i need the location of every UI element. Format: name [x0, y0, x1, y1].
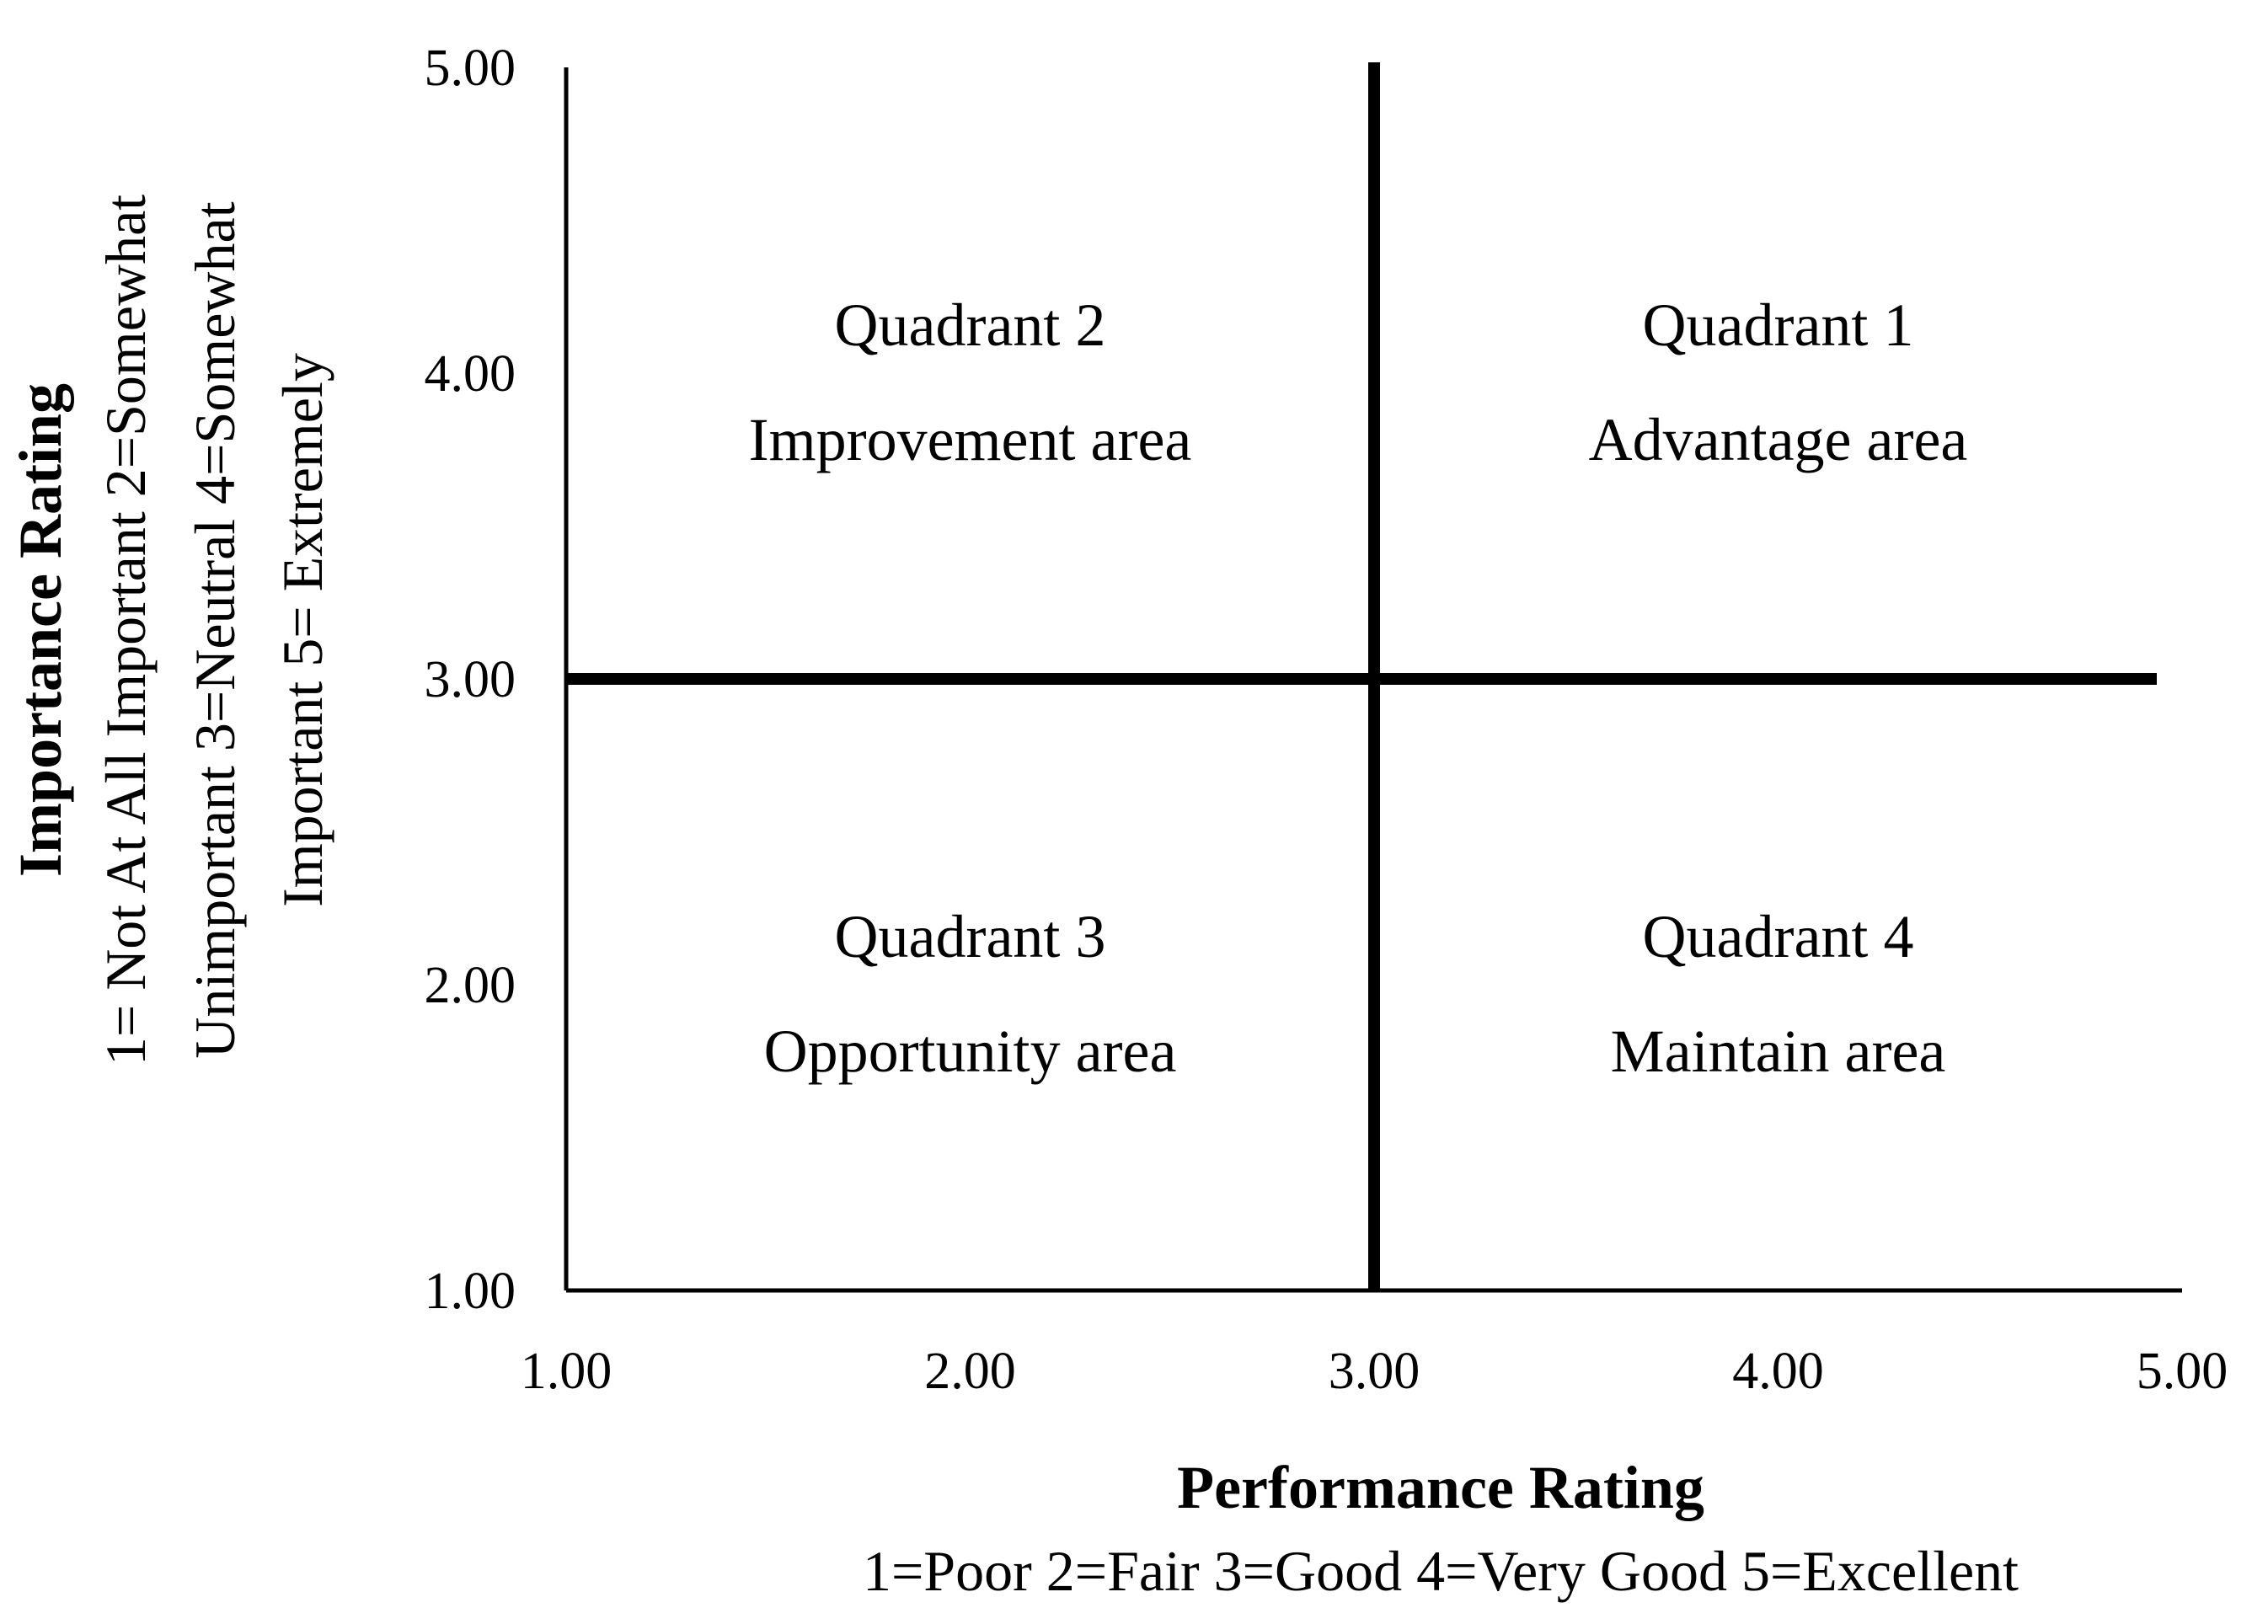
quadrant-label-group: Quadrant 3 Opportunity area [764, 903, 1177, 1085]
quadrant-area-label: Opportunity area [764, 1018, 1177, 1085]
x-tick-label: 1.00 [521, 1343, 612, 1400]
x-tick-label: 4.00 [1732, 1343, 1824, 1400]
quadrant-label-group: Quadrant 2 Improvement area [749, 291, 1192, 473]
y-axis-scale-line: Important 5= Extremely [270, 353, 334, 907]
y-tick-labels: 1.00 2.00 3.00 4.00 5.00 [425, 40, 516, 1320]
quadrant-label-group: Quadrant 4 Maintain area [1611, 903, 1946, 1085]
x-tick-label: 3.00 [1329, 1343, 1420, 1400]
quadrant-label-group: Quadrant 1 Advantage area [1589, 291, 1968, 473]
x-axis-title: Performance Rating [1177, 1454, 1704, 1521]
y-axis-title: Importance Rating [7, 383, 74, 877]
quadrant-name: Quadrant 2 [835, 291, 1106, 359]
y-tick-label: 3.00 [425, 651, 516, 708]
y-tick-label: 2.00 [425, 957, 516, 1014]
plot-area [564, 62, 2182, 1293]
y-axis-scale-line: 1= Not At All Important 2=Somewhat [94, 195, 158, 1066]
quadrant-area-label: Improvement area [749, 406, 1192, 473]
y-axis-scale-line: Unimportant 3=Neutral 4=Somewhat [183, 201, 247, 1058]
x-tick-label: 5.00 [2137, 1343, 2228, 1400]
y-tick-label: 5.00 [425, 40, 516, 97]
x-tick-label: 2.00 [924, 1343, 1016, 1400]
x-axis-title-group: Performance Rating 1=Poor 2=Fair 3=Good … [863, 1454, 2019, 1603]
quadrant-name: Quadrant 1 [1643, 291, 1914, 359]
x-tick-labels: 1.00 2.00 3.00 4.00 5.00 [521, 1343, 2228, 1400]
y-axis-title-group: Importance Rating 1= Not At All Importan… [7, 195, 334, 1066]
quadrant-area-label: Maintain area [1611, 1018, 1946, 1085]
quadrant-name: Quadrant 3 [835, 903, 1106, 970]
quadrant-labels: Quadrant 1 Advantage area Quadrant 2 Improv… [749, 291, 1968, 1085]
x-axis-scale-description: 1=Poor 2=Fair 3=Good 4=Very Good 5=Excel… [863, 1539, 2019, 1603]
quadrant-name: Quadrant 4 [1643, 903, 1914, 970]
y-tick-label: 1.00 [425, 1263, 516, 1320]
y-tick-label: 4.00 [425, 345, 516, 403]
quadrant-area-label: Advantage area [1589, 406, 1968, 473]
